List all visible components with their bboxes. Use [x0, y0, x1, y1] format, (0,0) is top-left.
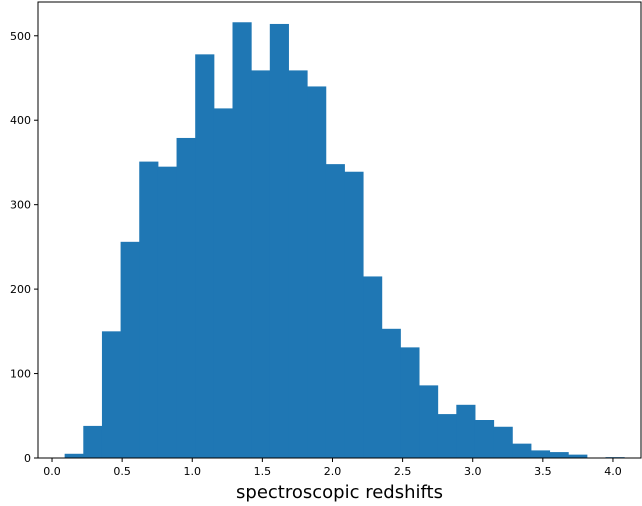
x-axis-title: spectroscopic redshifts — [236, 482, 443, 503]
x-tick-label: 0.5 — [113, 465, 131, 478]
histogram-bar — [64, 453, 84, 458]
x-tick-label: 2.5 — [394, 465, 412, 478]
y-axis-ticks: 0 100 200 300 400 500 — [10, 30, 38, 465]
y-tick-label: 400 — [10, 114, 31, 127]
histogram-bar — [325, 164, 345, 458]
y-tick-label: 500 — [10, 30, 31, 43]
histogram-bar — [176, 137, 196, 458]
histogram-bar — [251, 70, 271, 459]
y-tick-label: 200 — [10, 283, 31, 296]
histogram-bar — [120, 241, 140, 458]
x-tick-label: 1.5 — [254, 465, 272, 478]
plot-frame — [37, 1, 642, 459]
histogram-bar — [232, 22, 252, 459]
y-tick-label: 0 — [24, 452, 31, 465]
histogram-bar — [195, 54, 215, 458]
histogram-bar — [568, 454, 588, 458]
histogram-bar — [363, 276, 383, 458]
x-tick-label: 3.5 — [534, 465, 552, 478]
x-axis-ticks: 0.0 0.5 1.0 1.5 2.0 2.5 3.0 3.5 4.0 — [43, 458, 622, 478]
histogram-bar — [288, 70, 308, 459]
histogram-bar — [307, 86, 327, 458]
histogram-bar — [419, 385, 439, 458]
histogram-bar — [139, 161, 159, 458]
histogram-bar — [101, 331, 122, 458]
x-tick-label: 0.0 — [43, 465, 61, 478]
x-tick-label: 1.0 — [184, 465, 202, 478]
histogram-bar — [381, 328, 401, 458]
y-tick-label: 300 — [10, 199, 31, 212]
histogram-bar — [549, 452, 569, 458]
histogram-bar — [83, 425, 103, 458]
histogram-bar — [213, 108, 234, 459]
histogram-bar — [474, 420, 495, 458]
histogram-bar — [456, 404, 476, 458]
y-tick-label: 100 — [10, 368, 31, 381]
histogram-bar — [400, 347, 420, 458]
histogram-bar — [157, 166, 178, 458]
x-tick-label: 3.0 — [464, 465, 482, 478]
histogram-bar — [530, 450, 551, 458]
histogram-bar — [344, 171, 364, 458]
histogram-bar — [437, 414, 457, 458]
histogram-bar — [269, 23, 289, 458]
histogram-bar — [493, 426, 513, 458]
x-tick-label: 2.0 — [324, 465, 342, 478]
x-tick-label: 4.0 — [604, 465, 622, 478]
histogram-bars — [64, 22, 625, 459]
histogram-bar — [512, 443, 532, 458]
